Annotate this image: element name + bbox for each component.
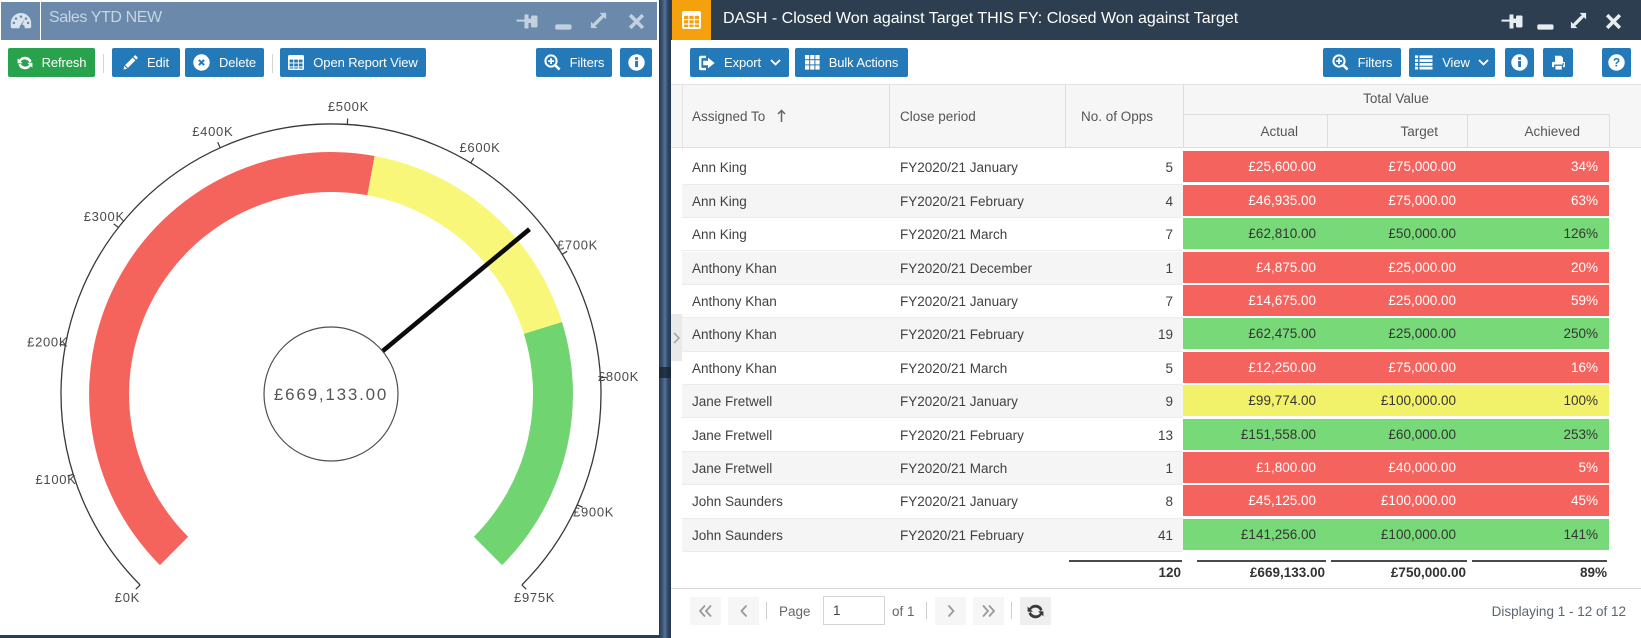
- svg-text:£975K: £975K: [514, 590, 555, 605]
- svg-text:£300K: £300K: [84, 209, 125, 224]
- svg-text:£669,133.00: £669,133.00: [274, 385, 388, 404]
- svg-text:£500K: £500K: [328, 99, 369, 114]
- svg-text:?: ?: [1613, 56, 1620, 70]
- svg-text:£200K: £200K: [27, 335, 68, 350]
- svg-text:£700K: £700K: [557, 238, 598, 253]
- svg-text:£0K: £0K: [115, 590, 140, 605]
- svg-text:£900K: £900K: [573, 505, 614, 520]
- svg-text:£400K: £400K: [192, 124, 233, 139]
- svg-text:£800K: £800K: [598, 369, 639, 384]
- svg-text:£600K: £600K: [459, 140, 500, 155]
- svg-text:£100K: £100K: [35, 472, 76, 487]
